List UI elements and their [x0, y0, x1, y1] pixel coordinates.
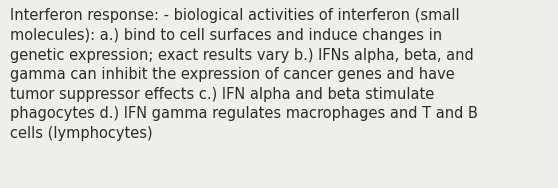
Text: Interferon response: - biological activities of interferon (small
molecules): a.: Interferon response: - biological activi… [10, 8, 478, 141]
